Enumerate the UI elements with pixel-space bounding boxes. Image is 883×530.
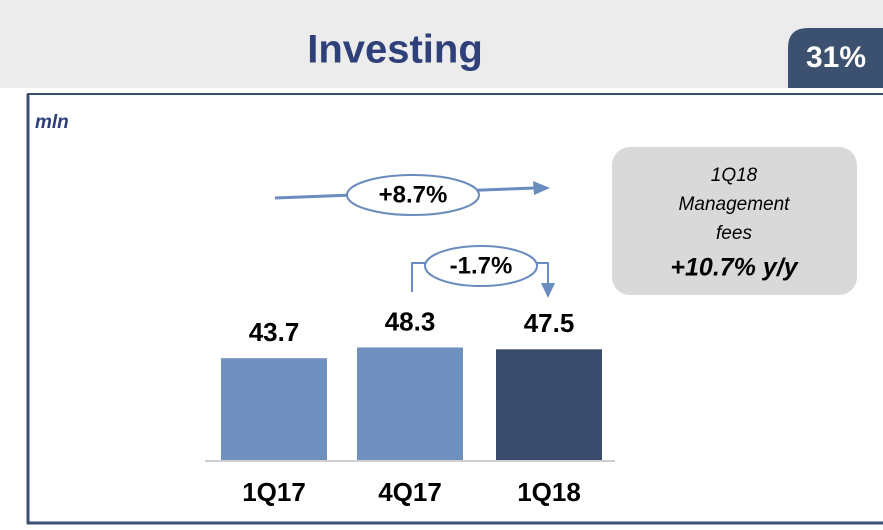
qoq-label: -1.7%: [450, 252, 513, 279]
value-label: 43.7: [249, 317, 300, 347]
value-label: 47.5: [524, 308, 575, 338]
bar: [357, 347, 463, 460]
callout-box: [612, 147, 857, 295]
badge-text: 31%: [806, 41, 866, 74]
badge: [788, 28, 883, 88]
callout-line: fees: [716, 223, 752, 244]
header-band: [0, 0, 883, 88]
value-label: 48.3: [385, 306, 436, 336]
x-tick-label: 1Q17: [242, 477, 306, 507]
unit-label: mln: [35, 112, 69, 133]
callout-line: Management: [679, 194, 791, 215]
qoq-bubble: [424, 245, 538, 287]
x-tick-label: 4Q17: [378, 477, 442, 507]
growth-label: +8.7%: [379, 181, 448, 208]
arrow-head: [533, 181, 550, 195]
bar: [496, 349, 602, 460]
bar: [221, 358, 327, 460]
arrow-head: [541, 283, 555, 298]
growth-bubble: [346, 174, 480, 216]
callout-highlight: +10.7% y/y: [670, 254, 798, 282]
x-tick-label: 1Q18: [517, 477, 581, 507]
title: Investing: [307, 28, 483, 72]
callout-line: 1Q18: [711, 165, 758, 186]
